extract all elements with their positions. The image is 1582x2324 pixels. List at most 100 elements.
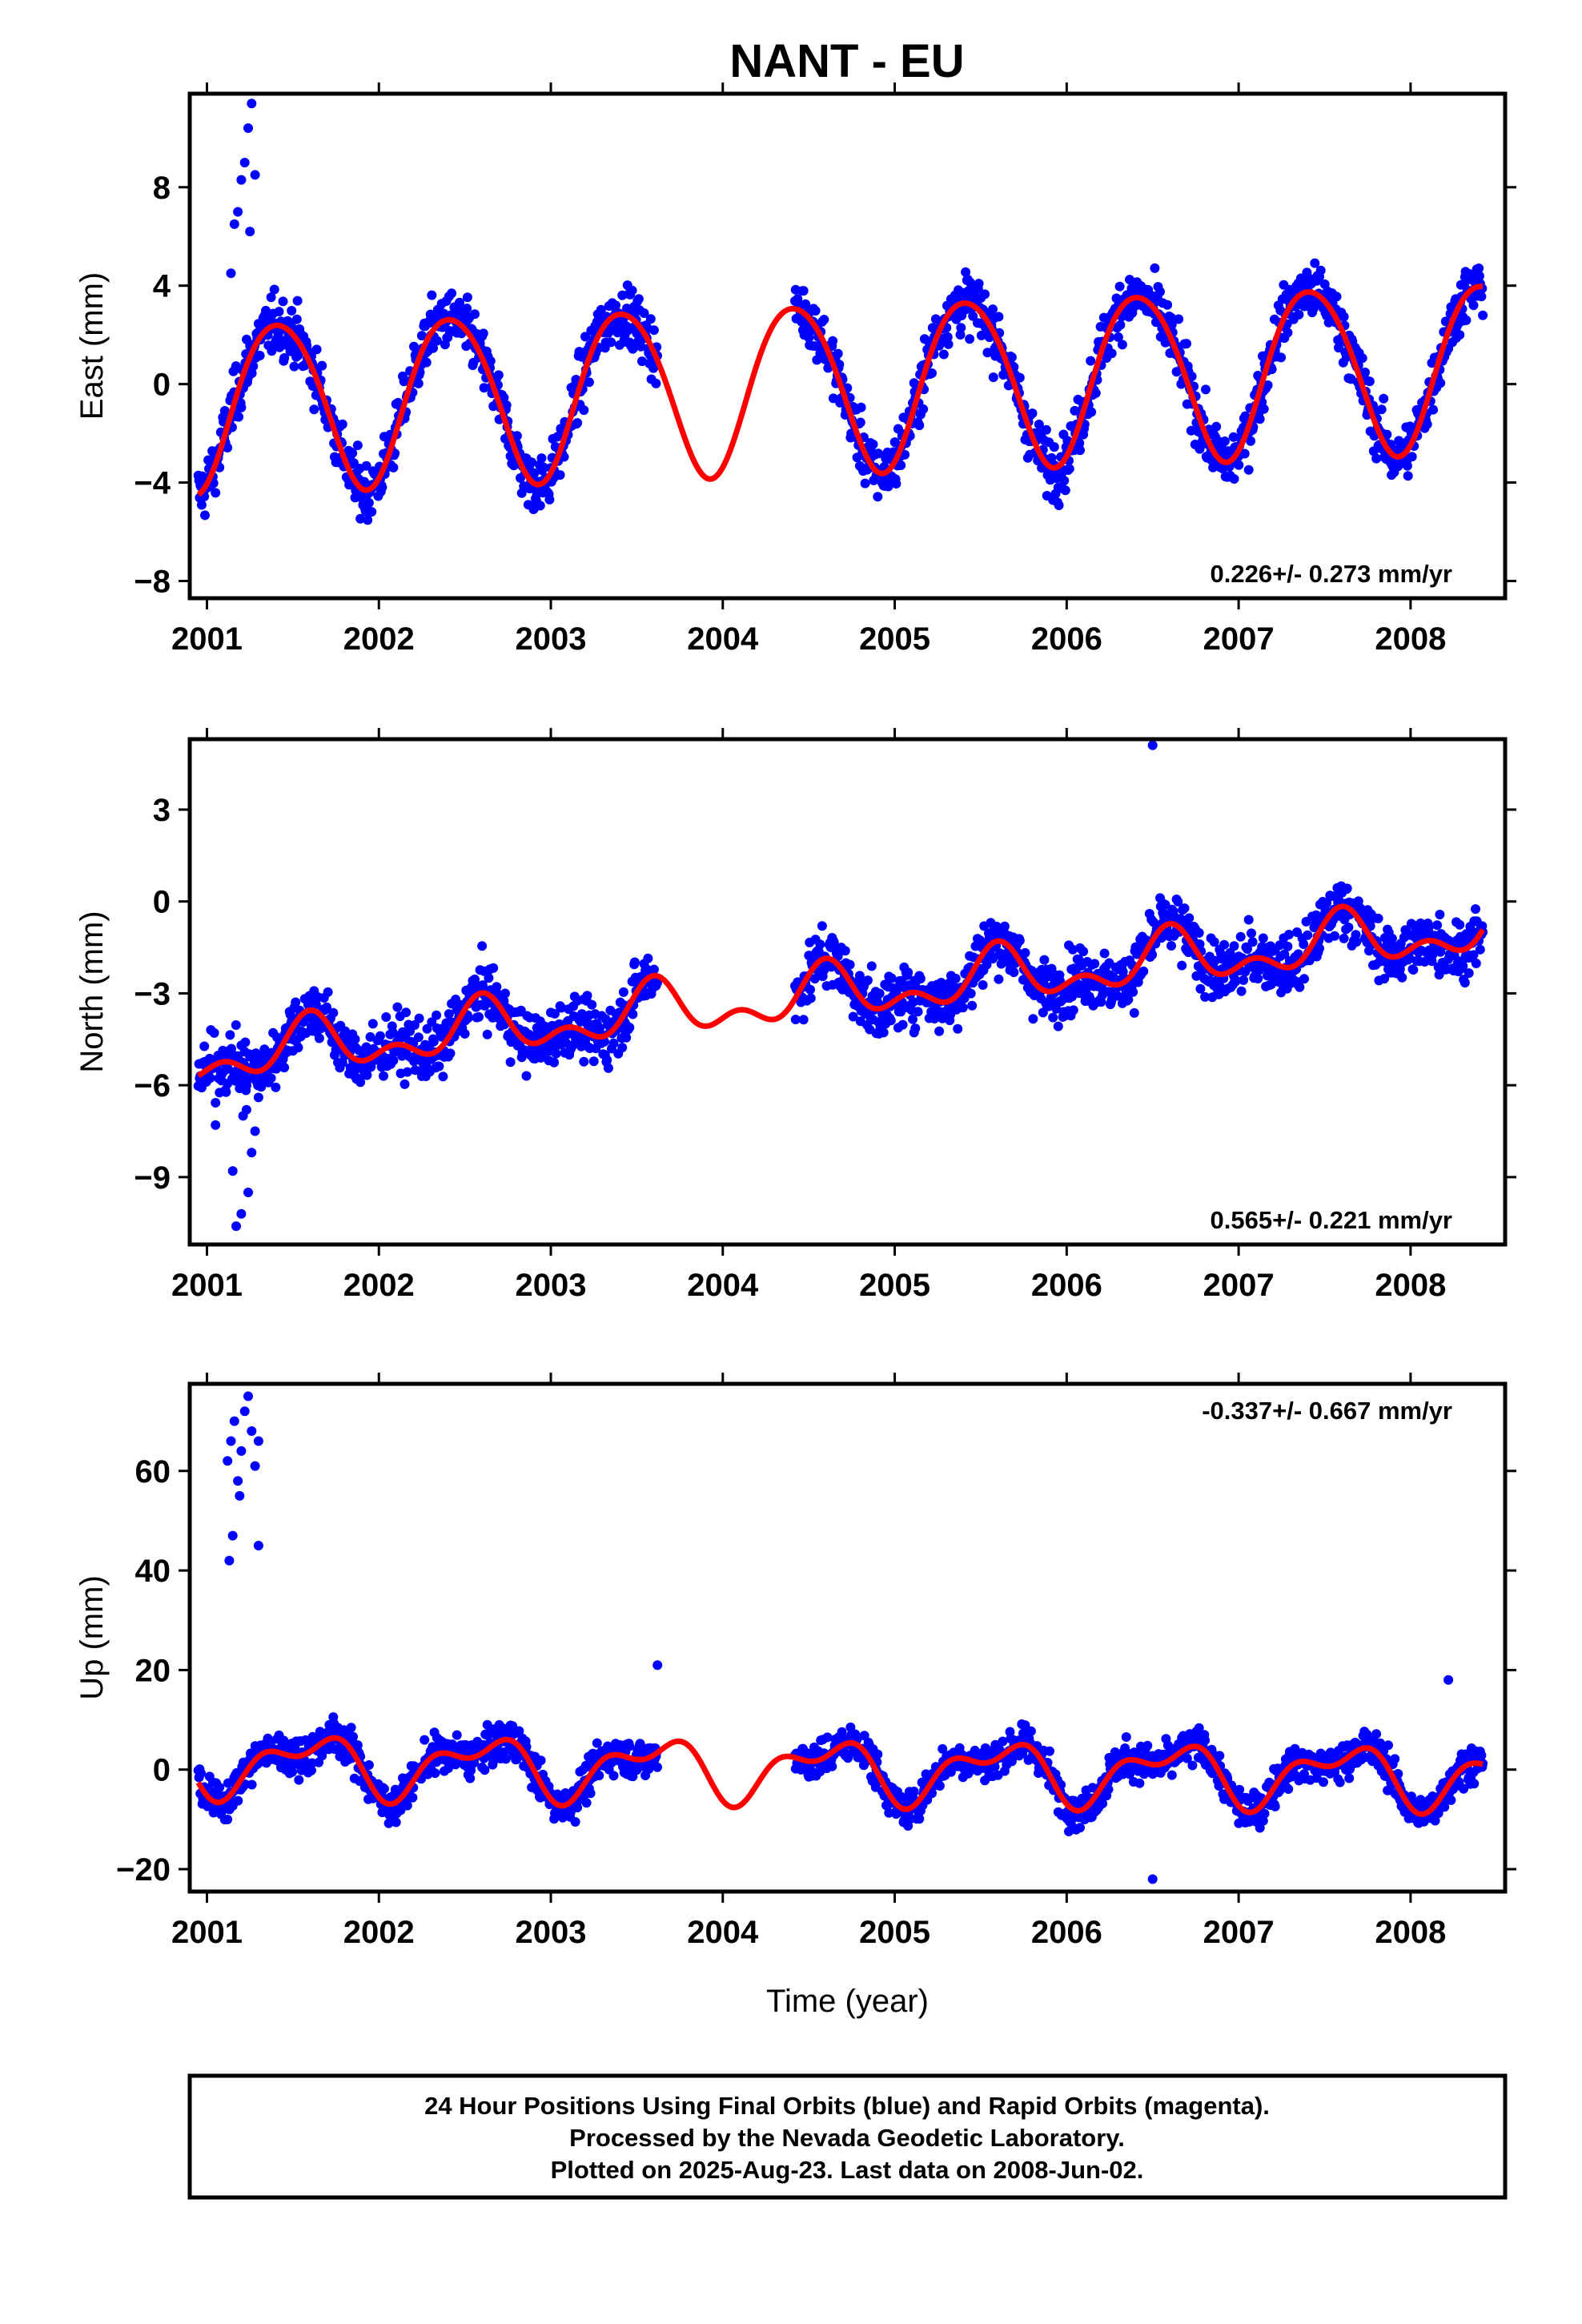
data-point — [1130, 1008, 1139, 1018]
data-point — [388, 1055, 398, 1065]
data-point — [483, 1030, 492, 1039]
data-point — [1299, 939, 1308, 949]
data-point — [271, 1083, 280, 1092]
data-point — [1276, 352, 1286, 362]
data-point — [914, 1814, 924, 1823]
outlier-point — [219, 1050, 229, 1059]
data-point — [1138, 967, 1148, 976]
data-point — [1069, 1005, 1078, 1015]
x-tick-label: 2002 — [343, 621, 415, 657]
data-point — [815, 939, 825, 949]
data-point — [1339, 934, 1349, 943]
outlier-point — [247, 1148, 256, 1157]
data-point — [587, 1000, 596, 1010]
data-point — [211, 1098, 220, 1108]
outlier-point — [211, 1120, 220, 1130]
data-point — [1150, 263, 1159, 273]
data-point — [377, 483, 387, 493]
data-point — [347, 448, 357, 458]
data-point — [1259, 404, 1269, 414]
y-axis-label: North (mm) — [74, 911, 110, 1072]
data-point — [294, 1775, 303, 1785]
data-point — [886, 1015, 896, 1025]
x-tick-label: 2005 — [859, 1268, 930, 1303]
outlier-point — [1148, 741, 1158, 750]
data-point — [1078, 947, 1088, 956]
data-point — [552, 1049, 561, 1059]
data-point — [1464, 968, 1474, 978]
data-point — [1316, 266, 1326, 275]
data-point — [1115, 320, 1125, 330]
data-point — [462, 304, 472, 313]
y-tick-label: 0 — [153, 368, 171, 403]
outlier-point — [230, 219, 239, 229]
data-point — [1134, 1779, 1144, 1788]
data-point — [522, 1072, 532, 1081]
data-point — [863, 975, 873, 985]
data-point — [1244, 465, 1254, 475]
data-point — [215, 1783, 224, 1792]
data-point — [1236, 932, 1246, 942]
data-point — [628, 286, 637, 296]
data-point — [1182, 339, 1191, 348]
data-point — [609, 1771, 619, 1780]
data-point — [1200, 1735, 1210, 1745]
data-point — [392, 1003, 402, 1012]
data-point — [988, 304, 998, 314]
data-point — [1239, 975, 1248, 985]
data-point — [1086, 356, 1095, 366]
data-point — [1211, 422, 1221, 432]
data-point — [1054, 501, 1064, 510]
data-point — [1195, 984, 1205, 994]
data-point — [355, 1077, 365, 1087]
data-point — [583, 991, 592, 1000]
data-point — [197, 501, 207, 510]
x-tick-label: 2003 — [516, 621, 587, 657]
data-point — [1231, 977, 1240, 987]
data-point — [1283, 328, 1292, 337]
outlier-point — [251, 170, 260, 179]
outlier-point — [240, 158, 250, 167]
data-point — [1343, 923, 1353, 932]
data-point — [1219, 940, 1229, 950]
data-point — [255, 351, 265, 360]
data-point — [805, 985, 815, 995]
x-tick-label: 2007 — [1203, 621, 1275, 657]
data-point — [1476, 945, 1485, 955]
data-point — [1075, 1823, 1085, 1832]
data-point — [1379, 394, 1388, 404]
data-point — [914, 420, 924, 430]
data-point — [879, 1027, 889, 1037]
data-point — [488, 963, 498, 973]
data-point — [480, 1765, 489, 1775]
data-point — [643, 954, 652, 963]
data-point — [1195, 928, 1204, 938]
data-point — [290, 362, 299, 372]
y-tick-label: −4 — [134, 466, 171, 501]
data-point — [427, 291, 436, 300]
data-point — [368, 1019, 378, 1028]
data-point — [1234, 460, 1243, 470]
data-point — [494, 370, 504, 380]
data-point — [939, 350, 949, 360]
rate-annotation: 0.226+/- 0.273 mm/yr — [1211, 560, 1452, 588]
data-point — [1397, 973, 1407, 983]
outlier-point — [235, 1084, 244, 1093]
y-tick-label: 4 — [153, 269, 171, 304]
data-point — [1028, 1014, 1038, 1023]
x-tick-label: 2001 — [171, 1268, 243, 1303]
data-point — [323, 987, 333, 997]
data-point — [602, 1055, 612, 1065]
data-point — [604, 1063, 613, 1073]
outlier-point — [228, 1166, 238, 1176]
x-tick-label: 2007 — [1203, 1268, 1275, 1303]
data-point — [873, 492, 882, 501]
data-point — [1054, 1022, 1063, 1031]
data-point — [388, 463, 398, 472]
data-point — [1260, 1809, 1270, 1819]
data-point — [1065, 464, 1074, 473]
data-point — [1295, 983, 1304, 992]
data-point — [811, 306, 821, 316]
data-point — [916, 974, 926, 983]
data-point — [1247, 928, 1256, 938]
